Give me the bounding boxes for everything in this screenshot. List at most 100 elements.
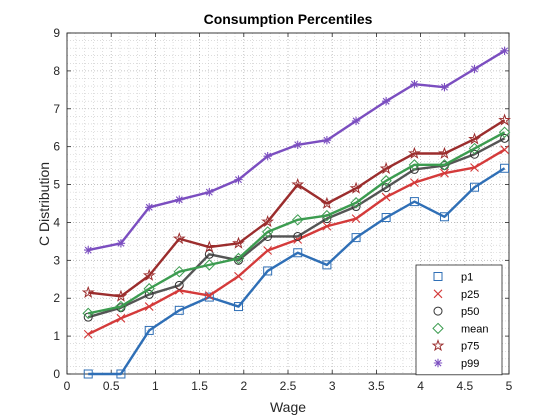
data-point-p99 <box>84 245 93 255</box>
data-point-mean <box>380 175 392 187</box>
series-p99 <box>84 46 509 255</box>
series-line-p50 <box>87 137 506 319</box>
x-tick-label: 5 <box>506 379 513 393</box>
x-tick-label: 3.5 <box>368 379 385 393</box>
legend-marker-p75 <box>431 338 445 352</box>
data-point-mean <box>203 259 216 271</box>
x-tick-label: 0.5 <box>103 379 120 393</box>
series-layer <box>81 46 511 379</box>
data-point-mean <box>498 126 511 138</box>
data-point-mean <box>143 283 155 295</box>
legend-label-p25: p25 <box>461 289 479 301</box>
data-point-p99 <box>263 151 272 161</box>
data-point-p99 <box>293 140 302 149</box>
data-point-p75 <box>172 232 186 245</box>
data-point-p25 <box>500 145 509 155</box>
data-point-p25 <box>116 313 126 323</box>
y-tick-label: 7 <box>53 102 60 116</box>
data-point-p99 <box>116 239 126 248</box>
x-tick-label: 1 <box>152 379 159 393</box>
series-line-p75 <box>88 119 506 298</box>
data-point-p1 <box>500 163 510 173</box>
x-axis-ticks: 0 0.5 1 1.5 2 2.5 3 3.5 4 4.5 5 <box>64 33 513 393</box>
x-tick-label: 3 <box>329 379 336 393</box>
data-point-p75 <box>291 177 305 190</box>
y-axis-label: C Distribution <box>36 162 52 246</box>
data-point-p99 <box>500 46 509 56</box>
x-axis-label: Wage <box>270 399 306 415</box>
data-point-p25 <box>322 221 332 231</box>
data-point-p1 <box>144 325 154 335</box>
data-point-p99 <box>234 175 243 184</box>
data-point-p99 <box>410 79 419 89</box>
x-tick-label: 4 <box>417 379 424 393</box>
y-tick-label: 5 <box>53 178 60 192</box>
data-point-mean <box>82 307 94 320</box>
y-axis-ticks: 0 1 2 3 4 5 6 7 8 9 <box>53 26 509 381</box>
data-point-p25 <box>204 291 214 300</box>
data-point-p99 <box>175 195 184 204</box>
data-point-p25 <box>263 246 273 255</box>
x-tick-label: 2.5 <box>280 379 297 393</box>
legend-marker-p1 <box>433 272 443 281</box>
data-point-p1 <box>174 305 184 315</box>
data-point-mean <box>173 265 185 278</box>
data-point-p99 <box>145 203 154 212</box>
legend-marker-p99 <box>433 358 443 368</box>
data-point-p75 <box>379 161 393 175</box>
data-point-mean <box>438 159 451 171</box>
x-tick-label: 0 <box>64 379 71 393</box>
data-point-p50 <box>204 249 214 259</box>
series-p75 <box>81 113 511 302</box>
y-tick-label: 0 <box>53 367 60 381</box>
data-point-p99 <box>322 136 332 145</box>
data-point-p75 <box>349 181 363 194</box>
data-point-p50 <box>174 280 184 290</box>
data-point-mean <box>292 214 304 226</box>
data-point-mean <box>350 197 362 209</box>
data-point-p1 <box>263 266 273 276</box>
data-point-p25 <box>470 163 479 172</box>
data-point-p1 <box>293 248 303 258</box>
legend-label-p75: p75 <box>461 341 479 353</box>
data-point-p50 <box>381 183 391 193</box>
data-point-p25 <box>351 214 361 224</box>
data-point-mean <box>468 142 481 155</box>
legend-label-p1: p1 <box>461 272 473 284</box>
data-point-mean <box>115 300 127 313</box>
legend-box <box>415 264 503 376</box>
y-tick-label: 9 <box>53 26 60 40</box>
data-point-p1 <box>233 302 243 312</box>
x-tick-label: 1.5 <box>191 379 208 393</box>
data-point-p1 <box>409 197 419 207</box>
data-point-p75 <box>408 146 421 159</box>
data-point-p75 <box>320 196 334 209</box>
data-point-p1 <box>439 212 449 222</box>
data-point-p50 <box>293 231 303 241</box>
data-point-p25 <box>381 192 391 202</box>
y-tick-label: 8 <box>53 64 60 78</box>
x-tick-label: 2 <box>240 379 247 393</box>
data-point-p25 <box>83 329 93 339</box>
data-point-p1 <box>351 233 361 243</box>
data-point-p75 <box>232 236 245 249</box>
data-point-p25 <box>234 271 243 281</box>
chart-title: Consumption Percentiles <box>204 11 373 27</box>
data-point-p1 <box>470 182 480 192</box>
y-tick-label: 3 <box>53 253 60 267</box>
data-point-mean <box>408 159 421 171</box>
data-point-p99 <box>470 64 479 74</box>
data-point-p1 <box>381 213 391 223</box>
data-point-p75 <box>202 240 216 253</box>
legend-marker-mean <box>432 322 444 335</box>
data-point-p1 <box>83 369 93 379</box>
legend-label-mean: mean <box>461 323 489 335</box>
data-point-p75 <box>142 268 156 281</box>
data-point-mean <box>321 209 333 222</box>
data-point-p75 <box>438 146 451 159</box>
data-point-p75 <box>498 113 511 126</box>
y-tick-label: 4 <box>53 215 60 229</box>
data-point-p1 <box>322 260 332 270</box>
legend-label-p99: p99 <box>461 358 479 370</box>
